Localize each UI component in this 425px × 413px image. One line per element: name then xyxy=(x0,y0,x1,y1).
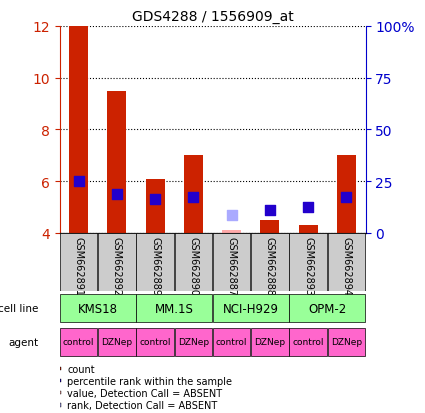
Text: NCI-H929: NCI-H929 xyxy=(223,302,279,315)
Text: rank, Detection Call = ABSENT: rank, Detection Call = ABSENT xyxy=(67,400,218,410)
Text: GSM662891: GSM662891 xyxy=(74,236,84,295)
Text: DZNep: DZNep xyxy=(331,337,362,346)
Point xyxy=(266,207,273,214)
Text: KMS18: KMS18 xyxy=(78,302,118,315)
Text: GSM662887: GSM662887 xyxy=(227,236,237,295)
Bar xyxy=(98,328,136,356)
Bar xyxy=(60,233,97,291)
Point xyxy=(228,212,235,218)
Text: OPM-2: OPM-2 xyxy=(308,302,346,315)
Bar xyxy=(251,233,289,291)
Text: control: control xyxy=(216,337,247,346)
Text: control: control xyxy=(139,337,171,346)
Text: GSM662890: GSM662890 xyxy=(188,236,198,295)
Bar xyxy=(184,156,203,233)
Point xyxy=(152,197,159,203)
Text: DZNep: DZNep xyxy=(178,337,209,346)
Text: cell line: cell line xyxy=(0,304,39,314)
Point xyxy=(190,194,197,200)
Point xyxy=(305,204,312,211)
Bar xyxy=(136,295,212,323)
Bar xyxy=(136,233,174,291)
Bar xyxy=(213,233,250,291)
Text: agent: agent xyxy=(8,337,39,347)
Bar xyxy=(337,156,356,233)
Title: GDS4288 / 1556909_at: GDS4288 / 1556909_at xyxy=(132,10,293,24)
Bar xyxy=(213,295,289,323)
Text: GSM662894: GSM662894 xyxy=(341,236,351,295)
Point xyxy=(343,194,350,200)
Bar xyxy=(289,233,327,291)
Bar xyxy=(60,368,61,370)
Bar xyxy=(69,27,88,233)
Point xyxy=(113,191,120,198)
Bar xyxy=(328,328,365,356)
Text: MM.1S: MM.1S xyxy=(155,302,194,315)
Bar xyxy=(98,233,136,291)
Bar xyxy=(60,379,61,382)
Text: GSM662888: GSM662888 xyxy=(265,236,275,295)
Bar xyxy=(60,328,97,356)
Text: GSM662889: GSM662889 xyxy=(150,236,160,295)
Text: count: count xyxy=(67,364,95,374)
Text: control: control xyxy=(292,337,324,346)
Bar xyxy=(289,328,327,356)
Bar xyxy=(175,328,212,356)
Bar xyxy=(136,328,174,356)
Point xyxy=(75,178,82,185)
Bar xyxy=(145,179,164,233)
Bar xyxy=(298,225,317,233)
Text: GSM662893: GSM662893 xyxy=(303,236,313,295)
Text: value, Detection Call = ABSENT: value, Detection Call = ABSENT xyxy=(67,388,222,398)
Bar xyxy=(175,233,212,291)
Bar xyxy=(213,328,250,356)
Bar xyxy=(251,328,289,356)
Text: percentile rank within the sample: percentile rank within the sample xyxy=(67,376,232,386)
Bar xyxy=(107,91,127,233)
Text: DZNep: DZNep xyxy=(254,337,286,346)
Bar xyxy=(60,391,61,394)
Text: control: control xyxy=(63,337,94,346)
Bar xyxy=(60,404,61,406)
Bar xyxy=(289,295,365,323)
Bar xyxy=(60,295,136,323)
Bar xyxy=(328,233,365,291)
Text: GSM662892: GSM662892 xyxy=(112,236,122,295)
Text: DZNep: DZNep xyxy=(101,337,133,346)
Bar xyxy=(222,231,241,233)
Bar xyxy=(260,221,280,233)
